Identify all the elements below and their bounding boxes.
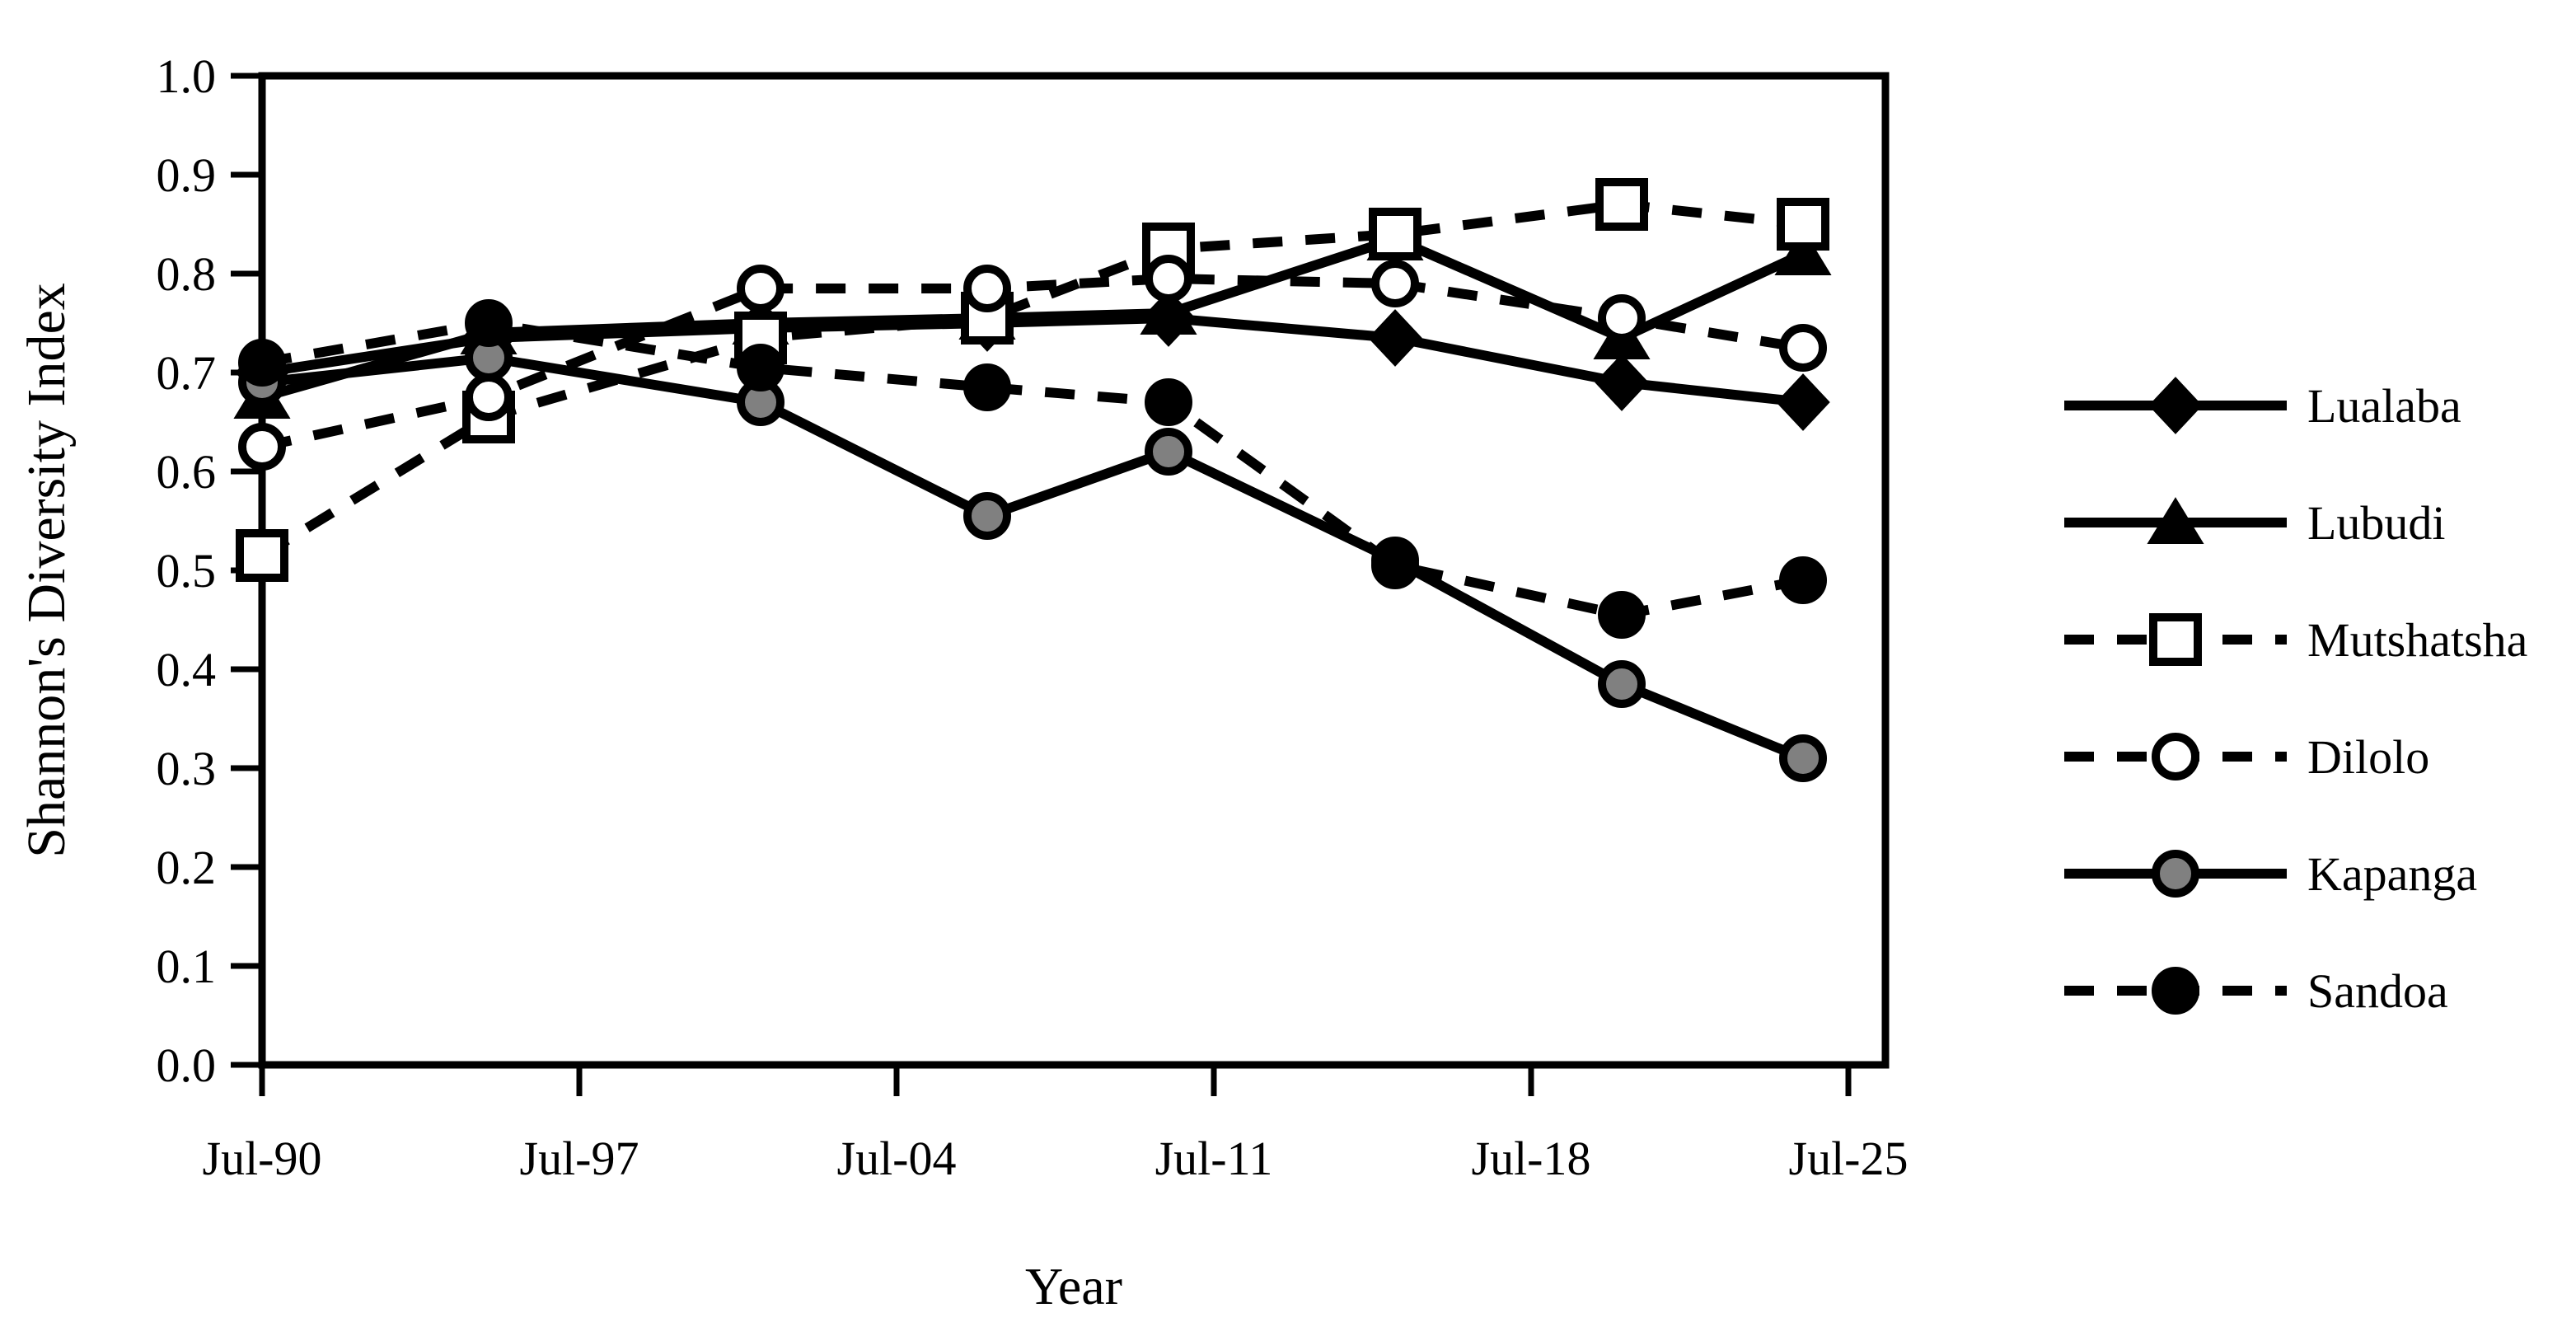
- series-sandoa: [238, 299, 1827, 639]
- y-tick-label: 0.7: [157, 346, 217, 400]
- legend-item-kapanga: Kapanga: [2064, 847, 2477, 901]
- circle-marker: [2152, 850, 2199, 898]
- legend-item-sandoa: Sandoa: [2064, 964, 2448, 1018]
- circle-marker: [1598, 660, 1646, 708]
- circle-marker: [238, 339, 286, 387]
- circle-marker: [737, 265, 785, 312]
- y-axis-ticks: 1.0 0.9 0.8 0.7 0.6 0.5 0.4 0.3 0.2 0.1 0.0: [157, 49, 262, 1092]
- x-tick-label: Jul-90: [203, 1132, 322, 1185]
- legend: Lualaba Lubudi Mutshatsha Dilolo Kapanga Sand…: [2064, 377, 2527, 1018]
- data-series-layer: [233, 178, 1832, 782]
- legend-label-lubudi: Lubudi: [2307, 496, 2446, 550]
- circle-marker: [1779, 734, 1827, 782]
- x-tick-label: Jul-04: [837, 1132, 957, 1185]
- circle-marker: [2152, 967, 2199, 1015]
- circle-marker: [963, 492, 1011, 540]
- series-line-dilolo: [260, 273, 1804, 452]
- circle-marker: [1145, 378, 1192, 426]
- circle-marker: [1371, 260, 1419, 307]
- x-tick-label: Jul-11: [1155, 1132, 1273, 1185]
- y-tick-label: 0.5: [157, 544, 217, 598]
- circle-marker: [465, 373, 513, 421]
- y-tick-label: 0.9: [157, 148, 217, 202]
- legend-item-lualaba: Lualaba: [2064, 377, 2461, 434]
- diamond-marker: [1368, 309, 1422, 367]
- circle-marker: [1598, 294, 1646, 342]
- diamond-marker: [2148, 377, 2203, 434]
- x-tick-label: Jul-25: [1789, 1132, 1909, 1185]
- x-tick-label: Jul-97: [520, 1132, 639, 1185]
- diamond-marker: [1776, 373, 1830, 431]
- square-marker: [1595, 178, 1648, 231]
- series-line-kapanga: [261, 352, 1806, 763]
- circle-marker: [238, 423, 286, 471]
- legend-label-lualaba: Lualaba: [2307, 379, 2461, 433]
- square-marker: [1369, 208, 1421, 260]
- x-axis-ticks: Jul-90 Jul-97 Jul-04 Jul-11 Jul-18 Jul-25: [203, 1065, 1909, 1185]
- y-tick-label: 0.6: [157, 445, 217, 499]
- circle-marker: [963, 265, 1011, 312]
- legend-label-kapanga: Kapanga: [2307, 847, 2477, 901]
- legend-label-sandoa: Sandoa: [2307, 964, 2448, 1018]
- circle-marker: [1779, 556, 1827, 604]
- x-axis-title: Year: [1025, 1257, 1122, 1315]
- triangle-marker: [2147, 497, 2204, 544]
- legend-item-dilolo: Dilolo: [2064, 730, 2429, 784]
- circle-marker: [1145, 428, 1192, 476]
- triangle-marker: [1774, 228, 1832, 275]
- square-marker: [2149, 613, 2202, 666]
- legend-item-lubudi: Lubudi: [2064, 496, 2446, 550]
- y-tick-label: 0.3: [157, 742, 217, 795]
- y-tick-label: 0.8: [157, 247, 217, 301]
- series-line-mutshatsha: [259, 199, 1804, 560]
- legend-item-mutshatsha: Mutshatsha: [2064, 613, 2527, 667]
- y-tick-label: 1.0: [157, 49, 217, 103]
- legend-label-mutshatsha: Mutshatsha: [2307, 613, 2527, 667]
- y-tick-label: 0.1: [157, 940, 217, 993]
- circle-marker: [1371, 541, 1419, 589]
- circle-marker: [963, 363, 1011, 411]
- series-line-sandoa: [260, 317, 1805, 621]
- circle-marker: [1779, 324, 1827, 372]
- y-tick-label: 0.2: [157, 841, 217, 894]
- y-tick-label: 0.0: [157, 1038, 217, 1092]
- y-tick-label: 0.4: [157, 643, 217, 696]
- triangle-marker: [1140, 288, 1197, 335]
- legend-label-dilolo: Dilolo: [2307, 730, 2429, 784]
- diamond-marker: [1595, 354, 1649, 411]
- circle-marker: [1598, 591, 1646, 639]
- x-tick-label: Jul-18: [1472, 1132, 1591, 1185]
- y-axis-title: Shannon's Diversity Index: [16, 283, 77, 857]
- circle-marker: [465, 299, 513, 347]
- square-marker: [236, 529, 288, 582]
- circle-marker: [2152, 733, 2199, 781]
- circle-marker: [737, 344, 785, 391]
- circle-marker: [1145, 255, 1192, 302]
- square-marker: [1777, 198, 1829, 251]
- series-dilolo: [238, 255, 1827, 471]
